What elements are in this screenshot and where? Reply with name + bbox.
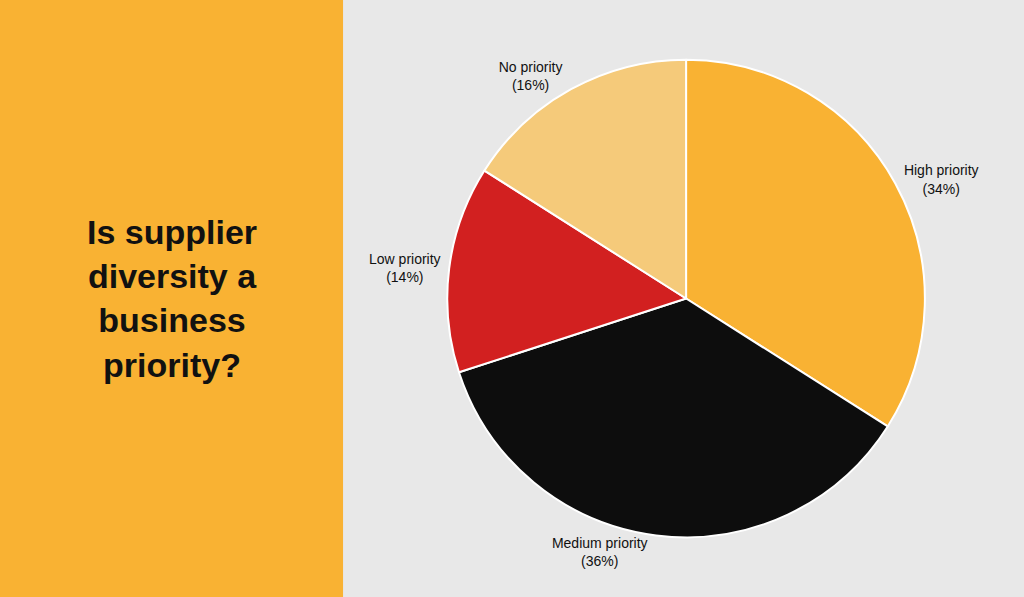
svg-text:No priority(16%): No priority(16%): [499, 59, 563, 93]
svg-text:Medium priority(36%): Medium priority(36%): [552, 535, 648, 569]
svg-text:High priority(34%): High priority(34%): [904, 162, 979, 196]
svg-text:Is supplierdiversity abusiness: Is supplierdiversity abusinesspriority?: [87, 213, 257, 384]
svg-text:Low priority(14%): Low priority(14%): [369, 251, 441, 285]
